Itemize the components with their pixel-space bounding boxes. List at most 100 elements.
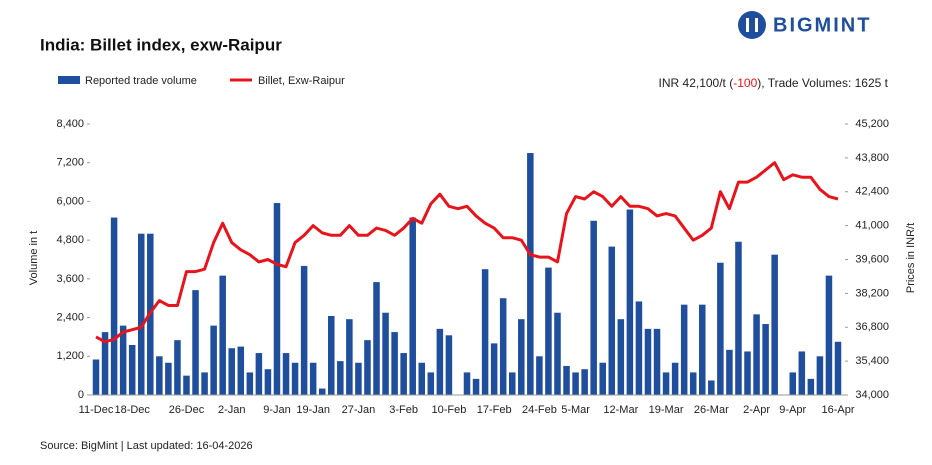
bar — [409, 217, 416, 395]
y2-axis-title: Prices in INR/t — [905, 223, 917, 293]
bar — [273, 203, 281, 395]
bar — [481, 269, 489, 395]
bar — [708, 380, 715, 395]
bar — [427, 372, 435, 395]
summary-change: -100 — [733, 76, 757, 90]
y-tick-label: 8,400 — [56, 118, 84, 130]
bar — [382, 312, 389, 395]
x-tick-label: 24-Feb — [522, 404, 557, 416]
bar — [834, 341, 842, 395]
bar — [445, 335, 453, 395]
price-line — [95, 161, 839, 344]
y-tick-label: 3,600 — [56, 273, 84, 285]
bar — [165, 362, 172, 395]
y-tick-label: 0 — [78, 389, 84, 401]
bar — [364, 340, 371, 395]
bar — [545, 267, 552, 395]
bar — [626, 209, 634, 395]
x-tick-label: 3-Feb — [389, 404, 418, 416]
bar — [246, 372, 254, 395]
bar — [472, 378, 480, 395]
x-tick-label: 2-Apr — [743, 404, 770, 416]
x-tick-label: 12-Mar — [603, 404, 638, 416]
bar — [744, 351, 751, 395]
bar — [436, 328, 444, 395]
logo-mark — [746, 18, 749, 32]
x-tick-label: 10-Feb — [431, 404, 466, 416]
y2-tick-label: 36,800 — [855, 321, 889, 333]
bar — [518, 319, 525, 395]
bar — [119, 325, 127, 395]
x-tick-label: 19-Jan — [296, 404, 330, 416]
bar — [228, 348, 235, 395]
bar — [527, 153, 534, 395]
bar — [599, 362, 606, 395]
bar — [264, 369, 272, 395]
brand: BIGMINT — [773, 14, 871, 36]
bar — [644, 328, 652, 395]
bar — [355, 362, 362, 395]
bar — [418, 362, 426, 395]
bar — [816, 356, 824, 395]
y-axis-title: Volume in t — [28, 231, 40, 285]
bar — [183, 375, 190, 395]
bar — [699, 304, 706, 395]
x-tick-label: 19-Mar — [649, 404, 684, 416]
y-tick-label: 2,400 — [56, 311, 84, 323]
bar — [300, 265, 308, 395]
bar — [572, 372, 579, 395]
bar — [328, 315, 335, 395]
logo-mark — [738, 11, 766, 39]
bar — [735, 241, 742, 395]
y-tick-label: 7,200 — [56, 157, 84, 169]
summary-text: INR 42,100/t ( — [659, 76, 734, 90]
bar — [92, 359, 100, 395]
bar — [771, 254, 778, 395]
y-tick-label: 6,000 — [56, 195, 84, 207]
x-tick-label: 26-Mar — [694, 404, 729, 416]
bar — [128, 344, 136, 395]
bar — [318, 388, 326, 395]
bar — [174, 340, 181, 395]
y2-tick-label: 41,000 — [855, 220, 889, 232]
bar — [137, 233, 145, 395]
bar — [219, 275, 226, 395]
bar — [680, 304, 688, 395]
summary: INR 42,100/t (-100), Trade Volumes: 1625… — [659, 76, 889, 90]
x-tick-label: 5-Mar — [561, 404, 590, 416]
chart-title: India: Billet index, exw-Raipur — [40, 35, 282, 54]
bar — [391, 332, 398, 395]
x-tick-label: 18-Dec — [114, 404, 150, 416]
summary-text: ), Trade Volumes: 1625 t — [757, 76, 888, 90]
bar — [508, 372, 516, 395]
bar — [563, 365, 570, 395]
bar — [201, 372, 208, 395]
bar — [581, 369, 588, 395]
bar — [825, 275, 833, 395]
bar — [346, 319, 353, 395]
bar — [110, 217, 118, 395]
bar — [337, 361, 344, 395]
bar — [490, 343, 498, 395]
y2-tick-label: 38,200 — [855, 287, 889, 299]
bar — [400, 353, 407, 395]
y2-tick-label: 35,400 — [855, 355, 889, 367]
y-tick-label: 4,800 — [56, 234, 84, 246]
bar — [717, 262, 724, 395]
bar — [807, 378, 815, 395]
bar — [635, 301, 643, 395]
bar — [554, 312, 561, 395]
x-tick-label: 27-Jan — [342, 404, 376, 416]
bar — [373, 282, 380, 395]
logo-mark — [755, 18, 758, 32]
x-tick-label: 17-Feb — [477, 404, 512, 416]
bar — [101, 332, 109, 395]
bar — [662, 372, 670, 395]
x-tick-label: 16-Apr — [821, 404, 854, 416]
bar — [499, 298, 507, 395]
bar — [192, 290, 199, 395]
legend-swatch — [58, 76, 80, 84]
bar — [156, 356, 163, 395]
x-tick-label: 2-Jan — [218, 404, 246, 416]
